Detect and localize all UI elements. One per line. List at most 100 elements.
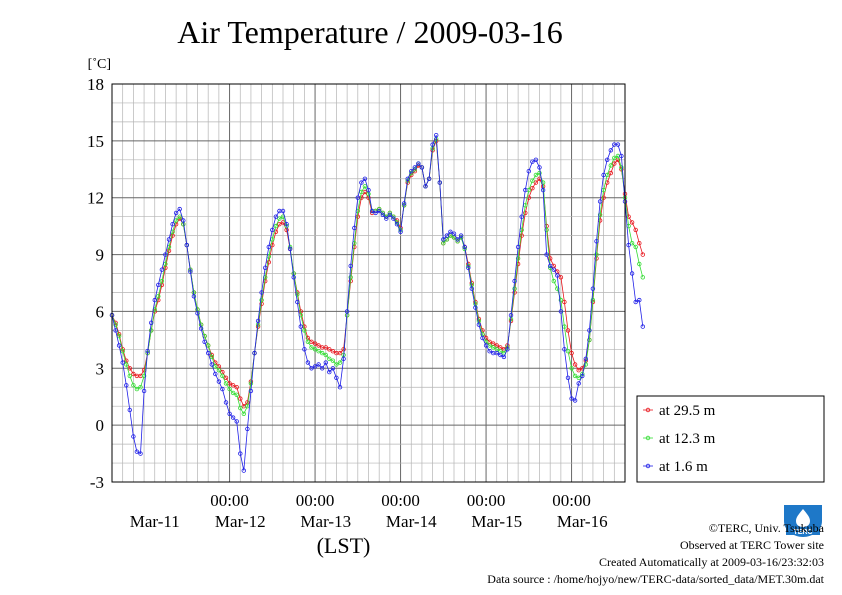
- y-tick-label: 18: [87, 75, 104, 94]
- data-point: [441, 237, 446, 242]
- data-point: [569, 366, 574, 371]
- data-point: [409, 168, 414, 174]
- data-point: [277, 216, 282, 221]
- data-point: [159, 278, 165, 284]
- date-label: Mar-16: [557, 512, 608, 531]
- data-point: [562, 347, 567, 352]
- data-point: [213, 364, 218, 369]
- data-point: [352, 225, 357, 231]
- data-point: [298, 324, 303, 329]
- data-point: [238, 396, 243, 401]
- data-point: [540, 187, 546, 193]
- y-tick-label: -3: [90, 473, 104, 492]
- data-point: [608, 148, 613, 153]
- data-point: [430, 142, 435, 147]
- data-point: [608, 170, 613, 176]
- data-point: [369, 208, 375, 214]
- data-point: [220, 373, 225, 379]
- data-point: [530, 185, 535, 191]
- data-point: [551, 278, 556, 284]
- data-point: [548, 256, 553, 261]
- data-point: [366, 187, 371, 193]
- data-point: [266, 244, 271, 250]
- data-point: [248, 388, 254, 394]
- data-point: [537, 165, 542, 170]
- data-point: [124, 362, 129, 367]
- data-point: [533, 157, 539, 162]
- plot-frame: [111, 83, 626, 483]
- data-point: [120, 349, 125, 354]
- data-point: [540, 180, 546, 185]
- data-point: [530, 178, 535, 183]
- chart-title: Air Temperature / 2009-03-16: [177, 14, 563, 50]
- data-point: [523, 210, 528, 216]
- data-point: [569, 396, 574, 401]
- data-point: [572, 362, 578, 367]
- data-point: [576, 368, 581, 373]
- data-point: [127, 373, 132, 379]
- data-point: [576, 381, 581, 386]
- data-point: [245, 426, 250, 432]
- data-point: [320, 366, 325, 371]
- data-point: [498, 352, 503, 358]
- data-point: [241, 411, 246, 416]
- data-point: [483, 343, 489, 348]
- data-point: [594, 239, 599, 244]
- data-point: [205, 350, 211, 356]
- data-point: [515, 256, 521, 261]
- data-point: [195, 311, 200, 316]
- data-point: [523, 187, 528, 193]
- data-point: [270, 227, 275, 233]
- data-point: [273, 214, 279, 219]
- data-point: [309, 366, 314, 371]
- data-point: [462, 244, 467, 250]
- y-tick-label: 3: [96, 359, 105, 378]
- x-tick-label: 00:00: [210, 491, 249, 510]
- data-point: [526, 168, 531, 174]
- data-point: [555, 273, 560, 278]
- data-point: [640, 324, 645, 329]
- data-point: [458, 233, 464, 238]
- legend-marker: [645, 407, 651, 413]
- data-point: [416, 161, 421, 166]
- data-point: [227, 386, 232, 392]
- data-point: [583, 362, 588, 367]
- data-point: [327, 356, 332, 361]
- data-point: [601, 172, 606, 178]
- date-label: Mar-13: [300, 512, 351, 531]
- data-point: [633, 299, 638, 305]
- data-point: [295, 292, 300, 297]
- data-point: [252, 350, 257, 356]
- data-point: [337, 350, 343, 356]
- data-point: [131, 383, 136, 388]
- data-point: [633, 244, 638, 250]
- data-point: [127, 366, 132, 371]
- legend-marker: [645, 463, 651, 469]
- data-point: [558, 275, 564, 280]
- data-point: [302, 347, 307, 352]
- data-point: [359, 180, 364, 185]
- data-point: [544, 252, 549, 257]
- data-point: [334, 375, 339, 380]
- data-point: [173, 218, 179, 223]
- date-label: Mar-12: [215, 512, 266, 531]
- data-point: [377, 208, 382, 214]
- data-point: [191, 294, 197, 299]
- data-point: [533, 172, 539, 178]
- data-point: [637, 297, 642, 303]
- data-point: [629, 240, 635, 246]
- data-point: [131, 371, 136, 377]
- data-point: [238, 405, 243, 411]
- data-point: [166, 237, 172, 242]
- legend-box: [636, 395, 825, 483]
- date-label: Mar-11: [130, 512, 180, 531]
- legend-label: at 1.6 m: [659, 459, 708, 475]
- data-point: [387, 212, 393, 217]
- data-point: [608, 163, 613, 168]
- data-point: [259, 297, 264, 303]
- data-point: [405, 176, 410, 181]
- data-point: [287, 246, 293, 252]
- data-point: [330, 366, 336, 371]
- data-point: [316, 349, 321, 354]
